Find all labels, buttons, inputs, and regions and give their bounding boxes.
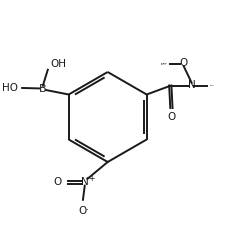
Text: O: O: [78, 206, 86, 216]
Text: methyl: methyl: [210, 85, 215, 86]
Text: B: B: [39, 84, 47, 94]
Text: O: O: [167, 112, 175, 122]
Text: O: O: [54, 177, 62, 187]
Text: OH: OH: [51, 59, 67, 69]
Text: methoxy: methoxy: [161, 63, 168, 65]
Text: methyl: methyl: [163, 63, 168, 64]
Text: O: O: [179, 58, 187, 68]
Text: +: +: [89, 174, 95, 183]
Text: N: N: [81, 177, 89, 187]
Text: N: N: [188, 81, 196, 90]
Text: HO: HO: [2, 83, 18, 93]
Text: ·: ·: [86, 206, 89, 215]
Text: methoxy: methoxy: [161, 63, 168, 64]
